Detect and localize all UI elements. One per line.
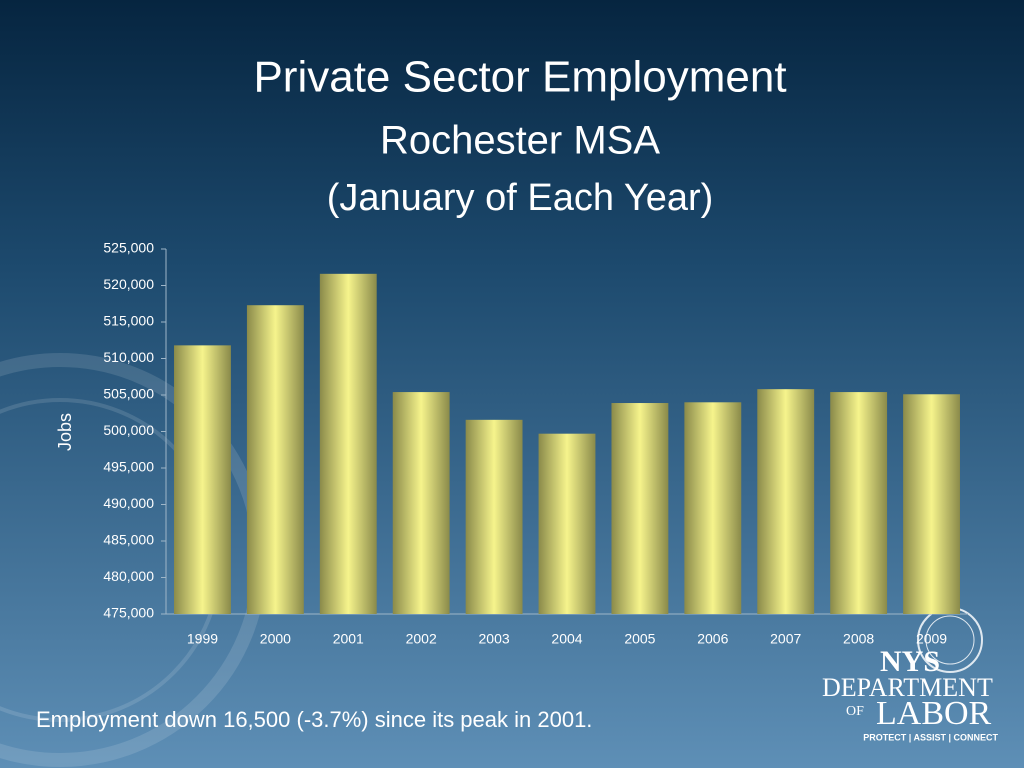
logo-text: OF [846,704,864,719]
bar [538,433,596,614]
logo-text: DEPARTMENT [822,673,993,702]
y-tick-label: 475,000 [103,605,154,621]
y-axis-label: Jobs [55,413,75,451]
x-tick-label: 2002 [406,631,437,647]
bar [246,305,304,614]
chart-subtitle: (January of Each Year) [327,177,714,219]
x-tick-label: 2009 [916,631,947,647]
bar [903,394,960,614]
chart-title: Private Sector Employment [253,53,786,102]
y-tick-label: 505,000 [103,386,154,402]
x-tick-label: 2000 [260,631,291,647]
x-tick-label: 2004 [551,631,582,647]
annotation: Employment down 16,500 (-3.7%) since its… [36,707,592,732]
x-tick-label: 2005 [624,631,655,647]
x-tick-label: 2001 [333,631,364,647]
bar [611,403,669,614]
logo-text: LABOR [876,695,992,732]
y-tick-label: 520,000 [103,276,154,292]
x-tick-label: 2003 [479,631,510,647]
y-tick-label: 495,000 [103,459,154,475]
logo-text: NYS [880,645,940,678]
bar [757,389,815,614]
bar [392,392,450,614]
logo-tagline: PROTECT | ASSIST | CONNECT [863,732,998,742]
x-tick-label: 2006 [697,631,728,647]
bar [830,392,888,614]
y-tick-label: 515,000 [103,313,154,329]
x-tick-label: 2008 [843,631,874,647]
y-tick-label: 480,000 [103,568,154,584]
y-tick-label: 485,000 [103,532,154,548]
y-tick-label: 490,000 [103,495,154,511]
y-tick-label: 510,000 [103,349,154,365]
y-tick-label: 500,000 [103,422,154,438]
x-tick-label: 1999 [187,631,218,647]
bar [319,273,377,614]
bar [174,345,231,614]
y-tick-label: 525,000 [103,240,154,256]
bar [465,419,523,614]
x-tick-label: 2007 [770,631,801,647]
chart-title: Rochester MSA [380,119,660,163]
bar [684,402,742,614]
